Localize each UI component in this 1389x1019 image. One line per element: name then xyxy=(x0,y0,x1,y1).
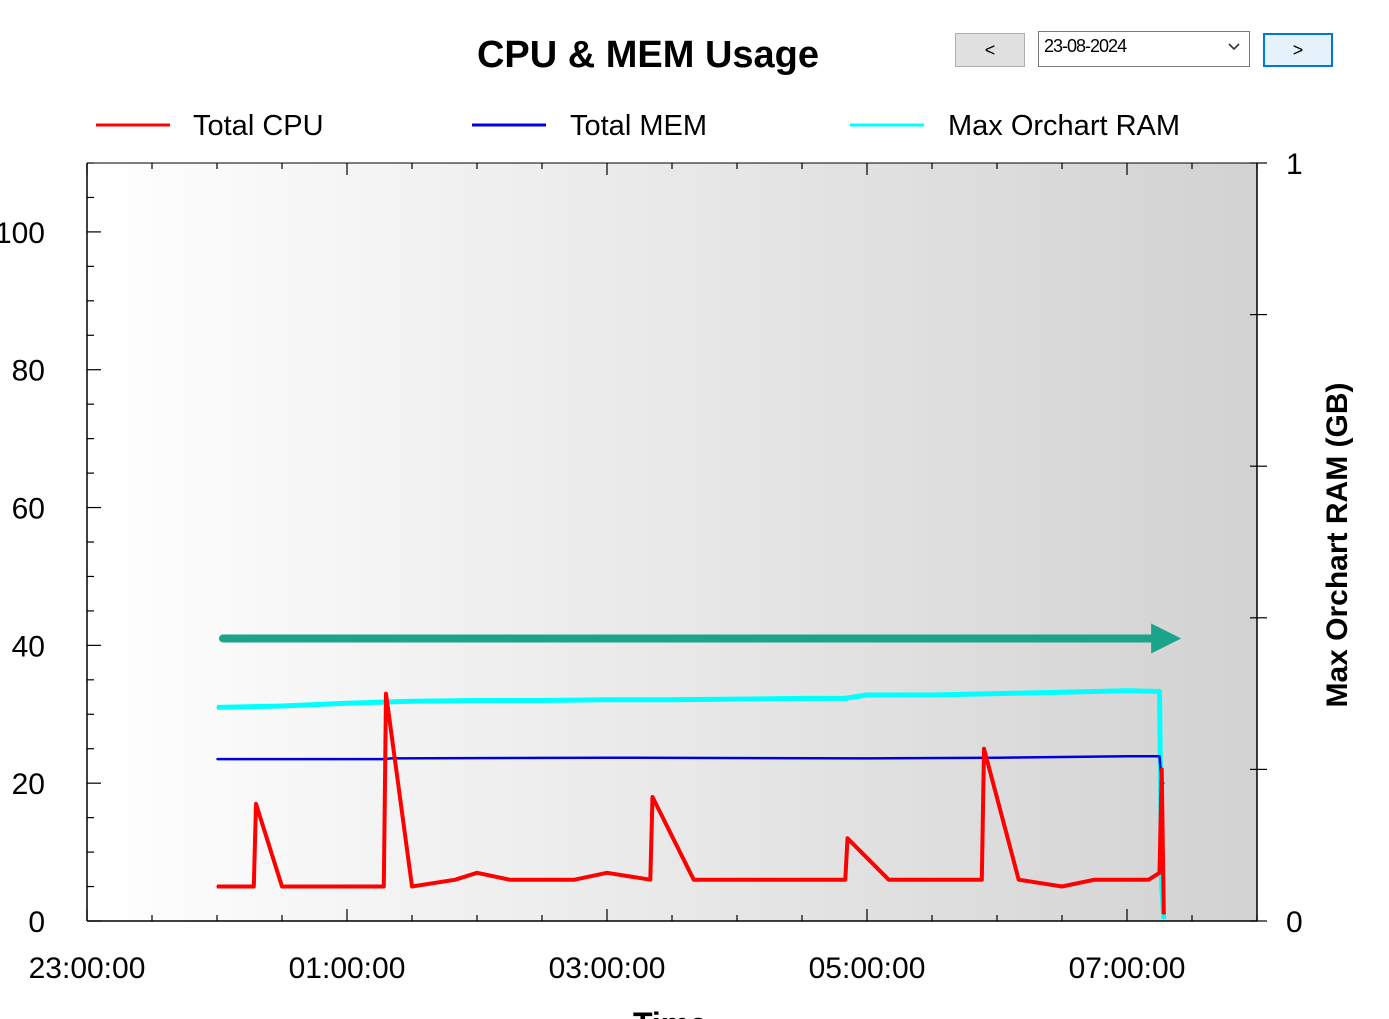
data-point xyxy=(281,885,283,888)
data-point xyxy=(573,878,576,881)
annotation-arrow-head xyxy=(1151,623,1182,654)
data-point xyxy=(411,700,413,702)
data-point xyxy=(216,706,218,709)
data-point xyxy=(931,878,933,881)
data-point xyxy=(649,878,652,881)
x-tick-label: 07:00:00 xyxy=(1069,952,1186,985)
ticks-layer: 23:00:00 01:00:00 03:00:00 05:00:00 07:00:00… xyxy=(0,148,1303,985)
data-point xyxy=(253,885,255,888)
x-tick-label: 03:00:00 xyxy=(549,952,666,985)
y-right-tick-label: 1 xyxy=(1286,148,1303,181)
data-point xyxy=(454,878,457,881)
series-layer xyxy=(216,688,1167,920)
x-tick-label: 05:00:00 xyxy=(809,952,926,985)
data-point xyxy=(1163,918,1165,920)
data-point xyxy=(736,698,738,700)
legend-label-total-mem: Total MEM xyxy=(570,110,707,142)
data-point xyxy=(963,878,966,881)
data-point xyxy=(606,871,608,874)
data-point xyxy=(1160,768,1163,771)
data-point xyxy=(606,756,608,759)
y-left-tick-label: 0 xyxy=(28,906,45,939)
data-point xyxy=(844,878,847,881)
data-point xyxy=(887,878,890,881)
data-point xyxy=(1061,756,1063,758)
data-point xyxy=(983,747,985,750)
prev-date-button[interactable]: < xyxy=(955,33,1025,67)
next-date-button[interactable]: > xyxy=(1263,33,1333,67)
data-point xyxy=(346,702,348,705)
data-point xyxy=(981,878,983,881)
data-point xyxy=(541,878,543,881)
data-point xyxy=(801,697,803,700)
date-picker[interactable]: 23-08-2024 xyxy=(1038,31,1250,67)
y-left-tick-label: 20 xyxy=(12,768,45,801)
y-left-tick-label: 80 xyxy=(12,355,45,388)
data-point xyxy=(736,878,738,881)
y-left-tick-label: 60 xyxy=(12,493,45,526)
y-right-tick-label: 0 xyxy=(1286,906,1303,939)
data-point xyxy=(779,878,782,881)
chevron-down-icon xyxy=(1228,43,1240,51)
y-axis-right-label: Max Orchart RAM (GB) xyxy=(1321,382,1354,707)
y-left-tick-label: 100 xyxy=(0,217,45,250)
data-point xyxy=(281,705,283,707)
data-point xyxy=(996,756,998,759)
x-tick-label: 01:00:00 xyxy=(289,952,406,985)
data-point xyxy=(1163,913,1165,915)
data-point xyxy=(1093,878,1096,881)
data-point xyxy=(606,699,608,701)
data-point xyxy=(411,885,413,888)
data-point xyxy=(866,694,868,696)
data-point xyxy=(996,692,998,695)
data-point xyxy=(216,885,218,888)
legend: Total CPU Total MEM Max Orchart RAM xyxy=(96,110,1180,142)
y-left-tick-label: 40 xyxy=(12,630,45,663)
data-point xyxy=(541,699,543,702)
data-point xyxy=(1126,878,1128,881)
data-point xyxy=(383,885,385,888)
data-point xyxy=(692,878,695,881)
chart-title: CPU & MEM Usage xyxy=(477,34,819,76)
data-point xyxy=(651,796,654,798)
data-point xyxy=(216,758,218,760)
data-point xyxy=(866,757,868,760)
data-point xyxy=(846,837,849,840)
data-point xyxy=(931,694,933,696)
legend-label-total-cpu: Total CPU xyxy=(193,110,324,142)
data-point xyxy=(476,699,478,702)
data-point xyxy=(1126,755,1128,758)
data-point xyxy=(385,692,387,695)
data-point xyxy=(255,803,257,805)
data-point xyxy=(1061,885,1063,888)
data-point xyxy=(389,757,392,760)
data-point xyxy=(476,871,478,874)
data-point xyxy=(1147,878,1150,881)
x-tick-label: 23:00:00 xyxy=(29,952,146,985)
annotation-layer xyxy=(219,623,1182,654)
data-point xyxy=(346,885,348,888)
legend-label-max-orchart-ram: Max Orchart RAM xyxy=(948,110,1180,142)
date-value: 23-08-2024 xyxy=(1044,36,1127,56)
data-point xyxy=(1017,878,1020,881)
plot-area xyxy=(87,163,1257,921)
data-point xyxy=(1158,755,1161,758)
data-point xyxy=(1158,690,1161,693)
data-point xyxy=(508,878,511,881)
data-point xyxy=(671,699,673,701)
data-point xyxy=(844,697,847,700)
data-point xyxy=(1158,871,1161,874)
data-point xyxy=(1061,691,1063,694)
x-axis-label: Time xyxy=(633,1006,707,1019)
data-point xyxy=(822,878,825,881)
data-point xyxy=(1126,690,1128,692)
